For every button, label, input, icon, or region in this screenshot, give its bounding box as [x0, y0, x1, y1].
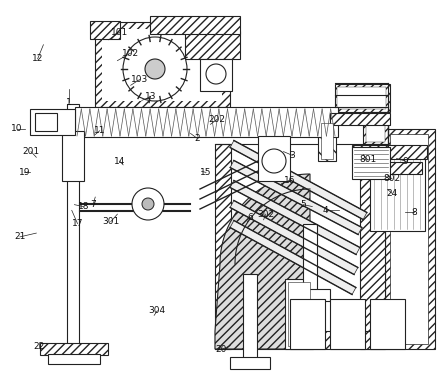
Text: 22: 22 — [33, 342, 45, 351]
Circle shape — [262, 149, 286, 173]
Bar — [303, 224, 317, 294]
Bar — [352, 145, 427, 159]
Bar — [95, 22, 230, 107]
Polygon shape — [215, 174, 310, 349]
Text: 10: 10 — [11, 124, 23, 133]
Polygon shape — [230, 200, 358, 274]
Text: 18: 18 — [78, 202, 89, 211]
Bar — [215, 144, 231, 349]
Text: 8: 8 — [412, 208, 417, 217]
Bar — [62, 131, 84, 181]
Bar — [321, 123, 333, 159]
Text: 14: 14 — [114, 157, 125, 166]
Text: 9: 9 — [403, 157, 408, 166]
Bar — [102, 29, 222, 101]
Bar — [360, 174, 385, 349]
Text: 6: 6 — [248, 213, 253, 222]
Bar — [243, 274, 257, 364]
Text: 7: 7 — [90, 200, 96, 209]
Text: 13: 13 — [145, 92, 156, 101]
Bar — [330, 113, 390, 125]
Text: 17: 17 — [72, 219, 83, 228]
Bar — [330, 299, 365, 349]
Bar — [366, 114, 385, 142]
Bar — [385, 129, 435, 349]
Bar — [75, 107, 338, 137]
Polygon shape — [230, 180, 360, 255]
Bar — [337, 87, 386, 109]
Bar — [48, 354, 100, 364]
Bar — [200, 59, 232, 91]
Text: 16: 16 — [284, 175, 296, 185]
Bar — [335, 84, 390, 112]
Bar — [370, 299, 405, 349]
Bar — [285, 279, 313, 349]
Text: 801: 801 — [359, 155, 376, 164]
Text: 19: 19 — [19, 168, 30, 177]
Bar — [352, 147, 390, 179]
Bar — [390, 134, 428, 344]
Bar — [290, 289, 330, 301]
Text: 103: 103 — [131, 75, 148, 84]
Text: 301: 301 — [102, 217, 119, 226]
Text: 4: 4 — [323, 206, 328, 215]
Text: 302: 302 — [257, 210, 274, 219]
Bar — [35, 113, 57, 131]
Bar — [40, 343, 108, 355]
Text: 201: 201 — [23, 147, 39, 156]
Text: 3: 3 — [290, 151, 295, 160]
Circle shape — [145, 59, 165, 79]
Text: 304: 304 — [149, 306, 166, 315]
Text: 2: 2 — [194, 134, 200, 143]
Text: 15: 15 — [200, 168, 212, 177]
Text: 202: 202 — [209, 115, 225, 124]
Bar — [230, 357, 270, 369]
Text: 102: 102 — [122, 49, 139, 58]
Bar — [30, 109, 75, 135]
Text: 24: 24 — [386, 189, 398, 198]
Text: 5: 5 — [301, 200, 306, 209]
Bar — [150, 16, 240, 34]
Circle shape — [206, 64, 226, 84]
Bar — [258, 136, 290, 181]
Circle shape — [123, 37, 187, 101]
Bar — [185, 31, 240, 59]
Bar — [363, 112, 388, 144]
Text: 20: 20 — [216, 345, 227, 354]
Circle shape — [142, 198, 154, 210]
Text: 21: 21 — [14, 232, 26, 241]
Polygon shape — [230, 141, 367, 219]
Bar — [288, 282, 310, 346]
Polygon shape — [230, 221, 356, 294]
Text: 11: 11 — [94, 126, 105, 135]
Bar — [370, 149, 425, 231]
Bar — [370, 162, 422, 174]
Bar — [318, 121, 336, 161]
Bar — [290, 299, 325, 349]
Text: 12: 12 — [32, 54, 43, 63]
Text: 1: 1 — [66, 98, 71, 107]
Circle shape — [132, 188, 164, 220]
Bar — [215, 331, 385, 349]
Bar — [90, 21, 120, 39]
Bar — [67, 104, 79, 349]
Polygon shape — [230, 160, 362, 235]
Text: 802: 802 — [384, 174, 400, 183]
Text: 101: 101 — [111, 28, 128, 37]
